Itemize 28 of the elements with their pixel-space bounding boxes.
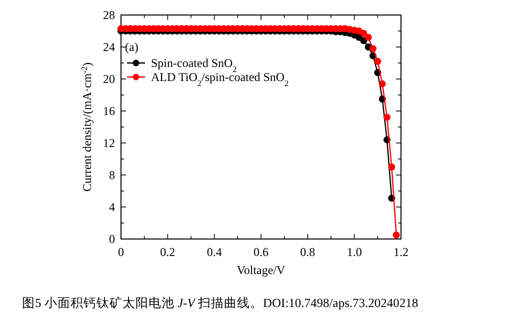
x-axis-title: Voltage/V — [236, 263, 286, 277]
point — [388, 164, 396, 170]
y-tick-label: 8 — [109, 168, 115, 182]
x-tick-label: 0.8 — [300, 245, 316, 259]
y-tick-label: 16 — [103, 104, 115, 118]
y-tick-label: 4 — [109, 200, 115, 214]
point — [392, 232, 400, 238]
x-tick-label: 0 — [118, 245, 124, 259]
y-tick-label: 24 — [103, 40, 115, 54]
x-tick-label: 0.2 — [160, 245, 176, 259]
x-tick-label: 0.6 — [254, 245, 268, 259]
x-tick-label: 1.2 — [394, 245, 408, 259]
point — [378, 80, 386, 88]
point — [370, 45, 376, 52]
y-tick-label: 12 — [103, 136, 115, 150]
point — [360, 37, 368, 44]
point — [384, 114, 390, 121]
caption: 图5 小面积钙钛矿太阳电池 J-V 扫描曲线。DOI:10.7498/aps.73.20240218 — [22, 296, 418, 310]
y-tick-label: 20 — [103, 72, 115, 86]
annotation: (a) — [125, 40, 138, 54]
x-tick-label: 0.4 — [206, 245, 222, 259]
legend-label: Spin-coated SnO$_{2}$ — [151, 56, 237, 74]
point — [374, 58, 382, 65]
point — [364, 34, 372, 41]
y-tick-label: 28 — [103, 8, 115, 22]
y-tick-label: 0 — [109, 232, 115, 246]
point — [360, 30, 368, 37]
x-tick-label: 1.0 — [346, 245, 362, 259]
